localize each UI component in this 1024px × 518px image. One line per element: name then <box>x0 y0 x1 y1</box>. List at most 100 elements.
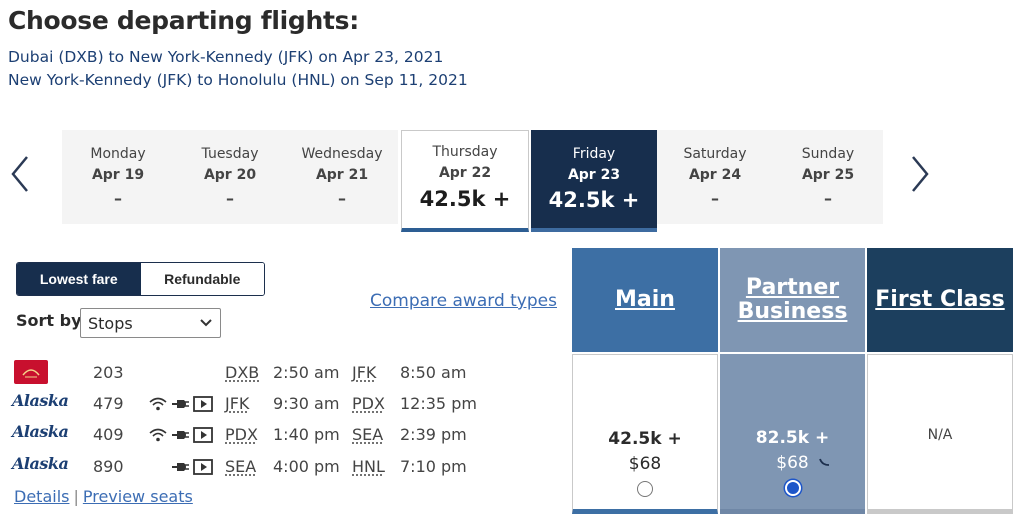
chevron-left-icon <box>11 156 28 192</box>
destination-airport[interactable]: JFK <box>352 363 377 382</box>
date-tab-apr-24[interactable]: Saturday Apr 24 – <box>657 130 773 224</box>
refundable-option[interactable]: Refundable <box>140 263 264 295</box>
date-price: 42.5k + <box>419 187 511 211</box>
power-icon[interactable] <box>170 460 190 474</box>
date-tab-apr-25[interactable]: Sunday Apr 25 – <box>773 130 883 224</box>
fare-header-partner-business[interactable]: Partner Business <box>720 248 865 352</box>
date-selector: Monday Apr 19 – Tuesday Apr 20 – Wednesd… <box>62 130 883 232</box>
date-weekday: Friday <box>572 146 616 162</box>
date-weekday: Tuesday <box>201 146 259 162</box>
flight-row: 203 DXB 2:50 am JFK 8:50 am <box>12 360 572 388</box>
fare-cell-main[interactable]: 42.5k + $68 <box>572 354 718 514</box>
sort-label: Sort by <box>16 311 82 330</box>
date-day: Apr 24 <box>688 167 742 183</box>
power-icon[interactable] <box>170 428 190 442</box>
fare-miles: 42.5k + <box>608 429 682 449</box>
departure-time: 1:40 pm <box>273 425 340 444</box>
date-day: Apr 19 <box>91 167 145 183</box>
compare-award-types-link[interactable]: Compare award types <box>370 291 557 311</box>
origin-airport[interactable]: SEA <box>225 457 257 476</box>
date-tab-apr-20[interactable]: Tuesday Apr 20 – <box>174 130 286 224</box>
destination-airport[interactable]: PDX <box>352 394 385 413</box>
fare-unavailable: N/A <box>927 427 953 443</box>
date-price: – <box>114 189 122 208</box>
fare-tax: $68 <box>628 454 662 474</box>
destination-airport[interactable]: SEA <box>352 425 384 444</box>
red-eye-moon-icon <box>819 458 830 466</box>
date-day: Apr 21 <box>315 167 369 183</box>
fare-cell-partner-business[interactable]: 82.5k + $68 <box>720 354 865 514</box>
arrival-time: 12:35 pm <box>400 394 477 413</box>
power-icon[interactable] <box>170 397 190 411</box>
flight-number: 479 <box>93 394 124 413</box>
date-price: – <box>824 189 832 208</box>
date-tab-apr-19[interactable]: Monday Apr 19 – <box>62 130 174 224</box>
date-day: Apr 22 <box>438 165 492 181</box>
entertainment-icon[interactable] <box>193 427 213 443</box>
fare-header-partner-line1: Partner <box>745 275 840 300</box>
details-link[interactable]: Details <box>14 487 70 506</box>
date-day: Apr 23 <box>567 167 621 183</box>
date-weekday: Saturday <box>683 146 747 162</box>
arrival-time: 8:50 am <box>400 363 467 382</box>
flight-row: Alaska 479 JFK 9:30 am PDX 12:35 pm <box>12 391 572 419</box>
amenities <box>149 427 213 443</box>
sort-select-value: Stops <box>88 313 133 333</box>
departure-time: 9:30 am <box>273 394 340 413</box>
next-dates-button[interactable] <box>906 152 934 196</box>
previous-dates-button[interactable] <box>6 152 34 196</box>
fare-header-main[interactable]: Main <box>572 248 718 352</box>
date-price: – <box>711 189 719 208</box>
fare-radio-partner-business[interactable] <box>784 480 801 496</box>
date-weekday: Thursday <box>432 144 498 160</box>
fare-header-first-class[interactable]: First Class <box>867 248 1013 352</box>
departure-time: 4:00 pm <box>273 457 340 476</box>
wifi-icon[interactable] <box>149 428 167 442</box>
route-return: New York-Kennedy (JFK) to Honolulu (HNL)… <box>8 71 468 89</box>
fare-tax: $68 <box>776 453 809 473</box>
fare-cell-first-class: N/A <box>867 354 1013 514</box>
arrival-time: 7:10 pm <box>400 457 467 476</box>
flight-row: Alaska 890 SEA 4:00 pm HNL 7:10 pm <box>12 454 572 482</box>
chevron-down-icon <box>200 319 212 327</box>
alaska-logo: Alaska <box>12 391 69 410</box>
lowest-fare-option[interactable]: Lowest fare <box>17 263 141 295</box>
origin-airport[interactable]: DXB <box>225 363 260 382</box>
date-weekday: Wednesday <box>301 146 383 162</box>
date-tab-apr-21[interactable]: Wednesday Apr 21 – <box>286 130 398 224</box>
departure-time: 2:50 am <box>273 363 340 382</box>
flight-number: 890 <box>93 457 124 476</box>
date-tab-apr-23[interactable]: Friday Apr 23 42.5k + <box>531 130 657 232</box>
date-day: Apr 25 <box>801 167 855 183</box>
chevron-right-icon <box>912 156 929 192</box>
date-day: Apr 20 <box>203 167 257 183</box>
link-separator: | <box>73 487 79 506</box>
alaska-logo: Alaska <box>12 454 69 473</box>
date-price: – <box>226 189 234 208</box>
emirates-logo <box>12 360 48 384</box>
origin-airport[interactable]: JFK <box>225 394 250 413</box>
wifi-icon[interactable] <box>149 397 167 411</box>
flight-number: 203 <box>93 363 124 382</box>
edge-marker <box>1018 248 1024 262</box>
entertainment-icon[interactable] <box>193 459 213 475</box>
alaska-logo: Alaska <box>12 422 69 441</box>
date-weekday: Sunday <box>801 146 855 162</box>
origin-airport[interactable]: PDX <box>225 425 258 444</box>
date-price: – <box>338 189 346 208</box>
date-weekday: Monday <box>90 146 146 162</box>
preview-seats-link[interactable]: Preview seats <box>82 487 193 506</box>
fare-filter-toggle: Lowest fare Refundable <box>16 262 265 296</box>
sort-select[interactable]: Stops <box>80 308 221 338</box>
fare-miles: 82.5k + <box>755 428 830 448</box>
date-tab-apr-22[interactable]: Thursday Apr 22 42.5k + <box>401 130 529 232</box>
arrival-time: 2:39 pm <box>400 425 467 444</box>
flight-links: Details | Preview seats <box>14 487 193 506</box>
date-price: 42.5k + <box>548 188 640 212</box>
fare-radio-main[interactable] <box>637 481 653 497</box>
entertainment-icon[interactable] <box>193 396 213 412</box>
route-outbound: Dubai (DXB) to New York-Kennedy (JFK) on… <box>8 48 444 66</box>
destination-airport[interactable]: HNL <box>352 457 385 476</box>
emirates-logo-mark <box>14 360 48 384</box>
amenities <box>149 396 213 412</box>
